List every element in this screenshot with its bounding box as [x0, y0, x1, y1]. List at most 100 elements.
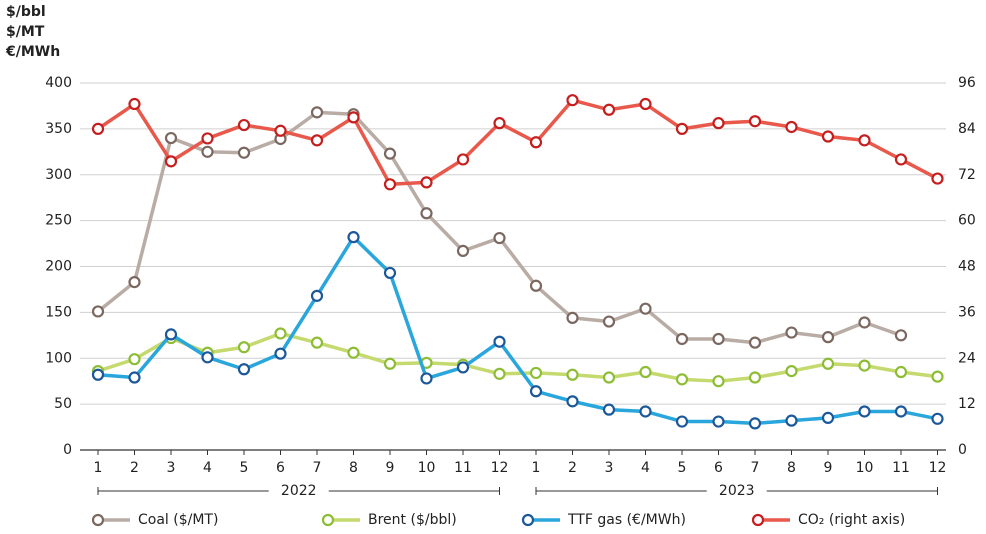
data-point — [310, 106, 324, 119]
y-tick-label: 200 — [45, 259, 72, 275]
data-point — [128, 371, 141, 384]
x-tick-label: 11 — [892, 460, 910, 476]
data-point — [347, 111, 360, 124]
y-axis-label: $/bbl — [6, 4, 46, 20]
legend-label: Coal ($/MT) — [138, 512, 218, 528]
series-line — [97, 235, 938, 426]
data-point — [529, 279, 543, 292]
data-point — [529, 385, 543, 398]
data-point — [566, 368, 579, 381]
data-point — [164, 155, 178, 168]
data-point — [602, 403, 616, 416]
data-point — [456, 244, 470, 258]
data-point — [712, 415, 725, 428]
x-tick-label: 7 — [751, 460, 760, 476]
data-point — [602, 315, 616, 328]
data-point — [785, 364, 798, 378]
data-point — [566, 311, 579, 324]
data-point — [493, 231, 506, 245]
data-point — [164, 328, 178, 341]
x-tick-label: 8 — [787, 460, 796, 476]
data-point — [493, 367, 506, 380]
data-point — [274, 327, 287, 340]
x-tick-label: 6 — [714, 460, 723, 476]
legend-marker — [521, 513, 535, 527]
x-tick-label: 12 — [491, 460, 509, 476]
series-line — [97, 331, 938, 383]
data-point — [821, 357, 835, 370]
data-point — [529, 366, 543, 380]
y2-tick-label: 36 — [958, 304, 976, 320]
data-point — [310, 336, 324, 349]
legend-marker — [91, 513, 105, 527]
data-point — [164, 131, 178, 145]
x-tick-label: 2 — [130, 460, 139, 476]
x-tick-label: 2 — [568, 460, 577, 476]
data-point — [128, 97, 141, 111]
data-point — [237, 146, 251, 159]
y-tick-label: 100 — [45, 350, 72, 366]
data-point — [858, 359, 871, 372]
x-group-label: 2022 — [281, 483, 317, 499]
legend-marker — [321, 513, 335, 527]
data-point — [821, 331, 835, 344]
data-point — [128, 353, 141, 366]
data-point — [712, 375, 725, 388]
data-point — [310, 289, 324, 302]
y-tick-label: 350 — [45, 121, 72, 137]
data-point — [639, 302, 652, 315]
data-point — [785, 326, 798, 339]
data-point — [347, 231, 360, 244]
y2-tick-label: 60 — [958, 213, 976, 229]
legend-label: Brent ($/bbl) — [368, 512, 457, 528]
data-point — [675, 332, 689, 346]
x-tick-label: 1 — [532, 460, 541, 476]
data-point — [237, 341, 251, 354]
x-tick-label: 4 — [203, 460, 212, 476]
data-point — [639, 97, 652, 111]
data-point — [712, 117, 725, 130]
data-point — [602, 371, 616, 384]
x-tick-label: 5 — [240, 460, 249, 476]
x-tick-label: 7 — [313, 460, 322, 476]
data-point — [858, 405, 871, 418]
x-tick-label: 8 — [349, 460, 358, 476]
legend-label: TTF gas (€/MWh) — [567, 512, 686, 528]
data-point — [858, 134, 871, 147]
data-point — [493, 335, 506, 348]
series-line — [97, 98, 939, 187]
data-point — [821, 411, 835, 424]
data-point — [748, 336, 762, 349]
data-point — [639, 405, 652, 418]
y-tick-label: 300 — [45, 167, 72, 183]
data-point — [347, 346, 360, 359]
data-point — [91, 368, 105, 381]
x-tick-label: 1 — [94, 460, 103, 476]
data-point — [91, 305, 105, 318]
data-point — [274, 124, 287, 137]
x-tick-label: 3 — [605, 460, 614, 476]
data-point — [420, 207, 433, 220]
y-tick-label: 150 — [45, 304, 72, 320]
legend-label: CO₂ (right axis) — [798, 512, 905, 528]
data-point — [420, 372, 433, 385]
x-group-label: 2023 — [719, 483, 755, 499]
data-point — [712, 332, 725, 346]
y-tick-label: 250 — [45, 213, 72, 229]
x-tick-label: 6 — [276, 460, 285, 476]
data-point — [237, 363, 251, 376]
x-tick-label: 10 — [856, 460, 874, 476]
x-tick-label: 3 — [167, 460, 176, 476]
data-point — [493, 117, 506, 130]
y2-tick-label: 48 — [958, 259, 976, 275]
x-tick-label: 4 — [641, 460, 650, 476]
data-point — [201, 145, 214, 158]
data-point — [675, 415, 689, 428]
data-point — [456, 361, 470, 374]
data-point — [237, 118, 251, 132]
y2-tick-label: 0 — [958, 442, 967, 458]
x-tick-label: 10 — [418, 460, 436, 476]
legend-marker — [751, 513, 765, 527]
data-point — [639, 365, 652, 379]
data-point — [201, 132, 214, 145]
